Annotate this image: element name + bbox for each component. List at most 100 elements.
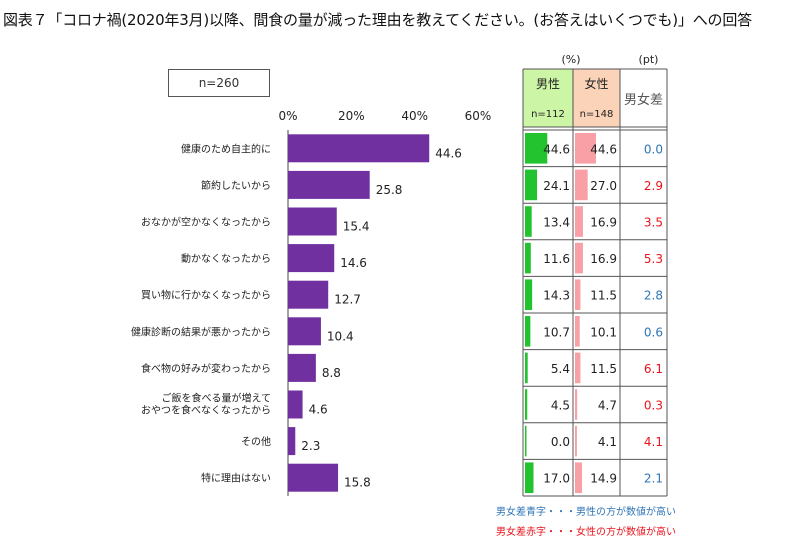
bar-value-label: 8.8 — [322, 366, 341, 380]
diff-value: 0.3 — [644, 399, 663, 413]
male-mini-bar — [525, 279, 533, 310]
female-value: 10.1 — [590, 325, 617, 339]
male-mini-bar — [525, 316, 531, 347]
diff-value: 5.3 — [644, 252, 663, 266]
female-value: 44.6 — [590, 142, 617, 156]
female-mini-bar — [575, 169, 588, 201]
male-value: 0.0 — [551, 435, 570, 449]
x-tick-label: 20% — [338, 109, 365, 123]
female-mini-bar — [575, 352, 581, 384]
female-n-label: n=148 — [580, 109, 614, 120]
female-value: 16.9 — [590, 252, 617, 266]
female-mini-bar — [575, 133, 596, 164]
category-label: ご飯を食べる量が増えて — [162, 392, 272, 405]
male-value: 4.5 — [551, 399, 570, 413]
sample-size-box: n=260 — [168, 69, 270, 97]
diff-value: 0.6 — [644, 325, 663, 339]
male-mini-bar — [525, 206, 532, 237]
bar — [288, 134, 430, 163]
male-mini-bar — [525, 389, 528, 420]
male-mini-bar — [525, 462, 534, 493]
female-value: 11.5 — [590, 289, 617, 303]
male-value: 13.4 — [543, 216, 570, 230]
male-mini-bar — [525, 169, 538, 201]
male-header-label: 男性 — [536, 77, 560, 91]
bar-value-label: 25.8 — [376, 183, 403, 197]
male-value: 11.6 — [543, 252, 570, 266]
male-value: 44.6 — [543, 142, 570, 156]
bar — [288, 353, 316, 382]
bar — [288, 170, 370, 199]
diff-value: 2.1 — [644, 472, 663, 486]
diff-header-label: 男女差 — [624, 92, 663, 108]
category-label: 節約したいから — [201, 179, 271, 192]
bar-value-label: 14.6 — [340, 256, 367, 270]
category-label: おやつを食べなくなったから — [141, 404, 271, 417]
female-value: 27.0 — [590, 179, 617, 193]
female-value: 14.9 — [590, 472, 617, 486]
bar-value-label: 44.6 — [435, 146, 462, 160]
male-mini-bar — [525, 352, 528, 384]
diff-value: 2.9 — [644, 179, 663, 193]
bar-value-label: 2.3 — [301, 439, 320, 453]
female-mini-bar — [575, 425, 577, 457]
bar — [288, 390, 303, 419]
female-header-label: 女性 — [584, 76, 608, 91]
x-tick-label: 40% — [401, 109, 428, 123]
female-mini-bar — [575, 316, 580, 347]
male-n-label: n=112 — [531, 109, 565, 120]
note-blue-legend: 男女差青字・・・男性の方が数値が高い — [496, 507, 676, 518]
female-value: 16.9 — [590, 216, 617, 230]
x-tick-label: 60% — [465, 109, 492, 123]
diff-value: 4.1 — [644, 435, 663, 449]
diff-value: 3.5 — [644, 216, 663, 230]
male-value: 5.4 — [551, 362, 570, 376]
bar-value-label: 10.4 — [327, 329, 354, 343]
bar — [288, 463, 339, 492]
female-mini-bar — [575, 462, 583, 493]
bar — [288, 207, 337, 236]
bar — [288, 280, 329, 309]
diff-header-cell — [620, 69, 667, 127]
unit-point-label: (pt) — [639, 53, 659, 66]
male-mini-bar — [525, 425, 527, 457]
x-tick-label: 0% — [278, 109, 297, 123]
category-label: 動かなくなったから — [181, 252, 271, 265]
category-label: 健康診断の結果が悪かったから — [131, 325, 271, 338]
male-value: 14.3 — [543, 289, 570, 303]
category-label: その他 — [241, 435, 271, 448]
female-mini-bar — [575, 206, 583, 237]
unit-percent-label: (%) — [561, 53, 580, 66]
category-label: 買い物に行かなくなったから — [141, 289, 271, 302]
female-value: 4.7 — [598, 399, 617, 413]
female-value: 4.1 — [598, 435, 617, 449]
male-mini-bar — [525, 133, 548, 164]
bar-value-label: 15.8 — [344, 476, 371, 490]
bar — [288, 427, 296, 456]
bar — [288, 244, 335, 273]
female-mini-bar — [575, 242, 583, 274]
category-label: おなかが空かなくなったから — [141, 216, 271, 229]
female-mini-bar — [575, 389, 578, 420]
diff-value: 2.8 — [644, 289, 663, 303]
male-value: 24.1 — [543, 179, 570, 193]
bar-value-label: 12.7 — [334, 293, 361, 307]
note-red-legend: 男女差赤字・・・女性の方が数値が高い — [496, 527, 676, 538]
category-label: 健康のため自主的に — [181, 142, 271, 155]
diff-value: 0.0 — [644, 142, 663, 156]
bar-value-label: 4.6 — [309, 403, 328, 417]
female-header-cell — [573, 69, 620, 127]
category-label: 食べ物の好みが変わったから — [141, 362, 271, 375]
male-mini-bar — [525, 242, 531, 274]
bar — [288, 317, 321, 346]
category-label: 特に理由はない — [201, 472, 271, 485]
diff-value: 6.1 — [644, 362, 663, 376]
female-mini-bar — [575, 279, 581, 310]
chart-title: 図表７「コロナ禍(2020年3月)以降、間食の量が減った理由を教えてください。(… — [3, 11, 752, 29]
bar-value-label: 15.4 — [343, 220, 370, 234]
male-value: 10.7 — [543, 325, 570, 339]
male-value: 17.0 — [543, 472, 570, 486]
male-header-cell — [523, 69, 573, 127]
female-value: 11.5 — [590, 362, 617, 376]
